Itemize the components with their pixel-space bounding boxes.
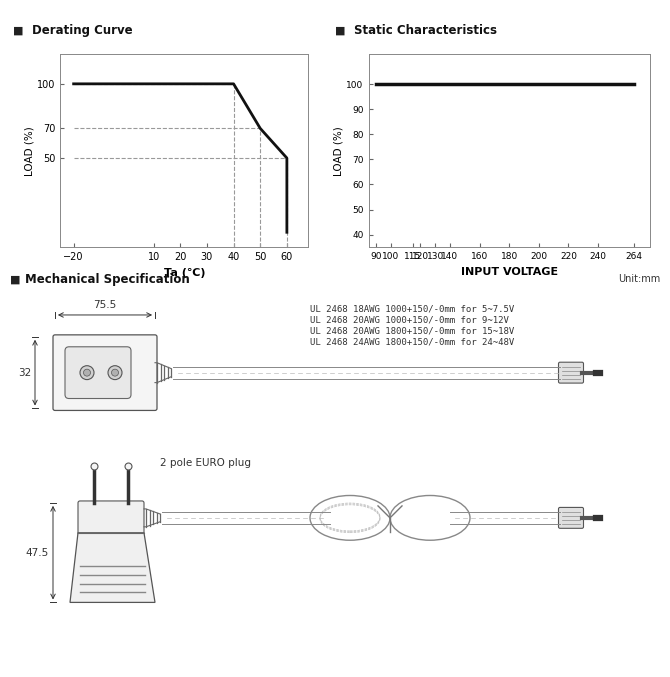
- Text: Mechanical Specification: Mechanical Specification: [25, 273, 190, 286]
- Text: UL 2468 24AWG 1800+150/-0mm for 24~48V: UL 2468 24AWG 1800+150/-0mm for 24~48V: [310, 337, 515, 347]
- Text: ■: ■: [10, 274, 21, 284]
- Text: 32: 32: [17, 368, 31, 378]
- Circle shape: [111, 369, 119, 376]
- X-axis label: INPUT VOLTAGE: INPUT VOLTAGE: [461, 267, 557, 276]
- Text: Unit:mm: Unit:mm: [618, 274, 660, 284]
- Text: 75.5: 75.5: [93, 300, 117, 310]
- Circle shape: [84, 369, 90, 376]
- Circle shape: [108, 366, 122, 380]
- FancyBboxPatch shape: [78, 501, 144, 535]
- Text: 2 pole EURO plug: 2 pole EURO plug: [160, 458, 251, 468]
- X-axis label: Ta (℃): Ta (℃): [163, 267, 205, 278]
- FancyBboxPatch shape: [559, 508, 584, 528]
- FancyBboxPatch shape: [65, 347, 131, 399]
- Text: Static Characteristics: Static Characteristics: [354, 24, 496, 37]
- Circle shape: [80, 366, 94, 380]
- FancyBboxPatch shape: [559, 362, 584, 383]
- Polygon shape: [70, 533, 155, 603]
- Text: 47.5: 47.5: [25, 548, 49, 558]
- Text: UL 2468 20AWG 1800+150/-0mm for 15~18V: UL 2468 20AWG 1800+150/-0mm for 15~18V: [310, 326, 515, 335]
- Text: UL 2468 20AWG 1000+150/-0mm for 9~12V: UL 2468 20AWG 1000+150/-0mm for 9~12V: [310, 315, 509, 324]
- Text: Derating Curve: Derating Curve: [32, 24, 133, 37]
- Y-axis label: LOAD (%): LOAD (%): [24, 126, 34, 175]
- Y-axis label: LOAD (%): LOAD (%): [334, 126, 344, 175]
- Text: ■: ■: [335, 26, 346, 35]
- FancyBboxPatch shape: [53, 335, 157, 410]
- Text: ■: ■: [13, 26, 24, 35]
- Text: UL 2468 18AWG 1000+150/-0mm for 5~7.5V: UL 2468 18AWG 1000+150/-0mm for 5~7.5V: [310, 305, 515, 313]
